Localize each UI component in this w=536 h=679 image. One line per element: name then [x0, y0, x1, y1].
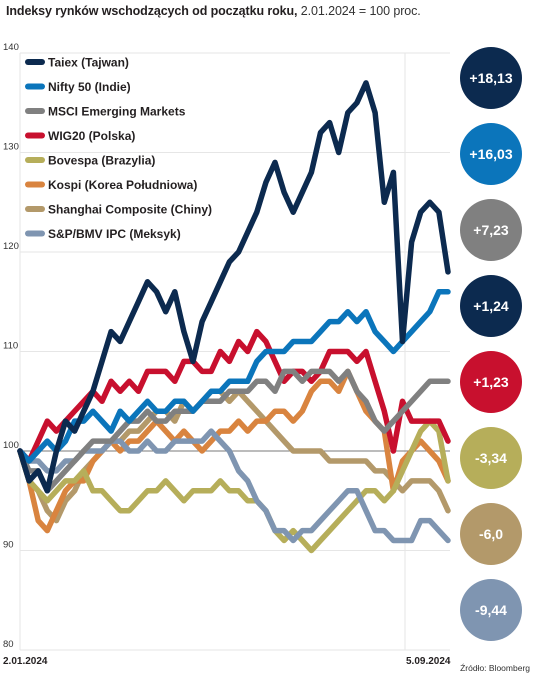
badge-label-6: -6,0 — [479, 526, 503, 542]
series-line-0 — [17, 80, 451, 494]
badge-circle-4 — [460, 351, 522, 413]
chart-title: Indeksy rynków wschodzących od początku … — [6, 4, 298, 18]
x-start-label: 2.01.2024 — [3, 656, 48, 667]
badge-label-7: -9,44 — [475, 602, 507, 618]
y-tick-label: 140 — [3, 42, 19, 53]
badge-circle-1 — [460, 123, 522, 185]
legend-label-2: MSCI Emerging Markets — [48, 105, 186, 119]
badge-circle-2 — [460, 199, 522, 261]
badge-label-2: +7,23 — [473, 222, 509, 238]
legend-label-1: Nifty 50 (Indie) — [48, 80, 131, 94]
badge-circle-6 — [460, 503, 522, 565]
legend-label-5: Kospi (Korea Południowa) — [48, 178, 197, 192]
y-tick-label: 90 — [3, 540, 14, 551]
badge-label-4: +1,23 — [473, 374, 509, 390]
badge-circle-0 — [460, 47, 522, 109]
axis-layer: 80 90 100 110 120 130 140 2.01.2024 5.09.2024 — [3, 42, 451, 667]
series-line-4 — [17, 418, 451, 554]
badge-label-0: +18,13 — [469, 70, 512, 86]
y-tick-label: 110 — [3, 341, 18, 352]
legend-label-6: Shanghai Composite (Chiny) — [48, 203, 212, 217]
x-end-label: 5.09.2024 — [406, 656, 451, 667]
series-line-7 — [17, 428, 451, 544]
legend-label-7: S&P/BMV IPC (Meksyk) — [48, 227, 181, 241]
legend: Taiex (Tajwan) Nifty 50 (Indie) MSCI Emerg… — [25, 56, 212, 241]
y-tick-label: 80 — [3, 639, 14, 650]
source-note: Źródło: Bloomberg — [460, 663, 530, 673]
badge-circle-3 — [460, 275, 522, 337]
chart-title-row: Indeksy rynków wschodzących od początku … — [6, 4, 532, 18]
series-line-1 — [17, 289, 451, 464]
series-layer — [17, 80, 451, 554]
badge-label-1: +16,03 — [469, 146, 512, 162]
legend-label-0: Taiex (Tajwan) — [48, 56, 129, 70]
badge-circle-5 — [460, 427, 522, 489]
y-tick-label: 130 — [3, 142, 19, 153]
series-line-2 — [17, 368, 451, 494]
chart-subtitle: 2.01.2024 = 100 proc. — [300, 4, 421, 18]
y-tick-label: 120 — [3, 241, 19, 252]
badge-label-3: +1,24 — [473, 298, 509, 314]
badge-circle-7 — [460, 579, 522, 641]
change-badges: +18,13 +16,03 +7,23 +1,24 +1,23 -3,34 -6,0 -9,4… — [460, 47, 522, 641]
legend-label-4: Bovespa (Brazylia) — [48, 154, 155, 168]
legend-label-3: WIG20 (Polska) — [48, 129, 135, 143]
badge-label-5: -3,34 — [475, 450, 507, 466]
y-tick-label: 100 — [3, 440, 19, 451]
